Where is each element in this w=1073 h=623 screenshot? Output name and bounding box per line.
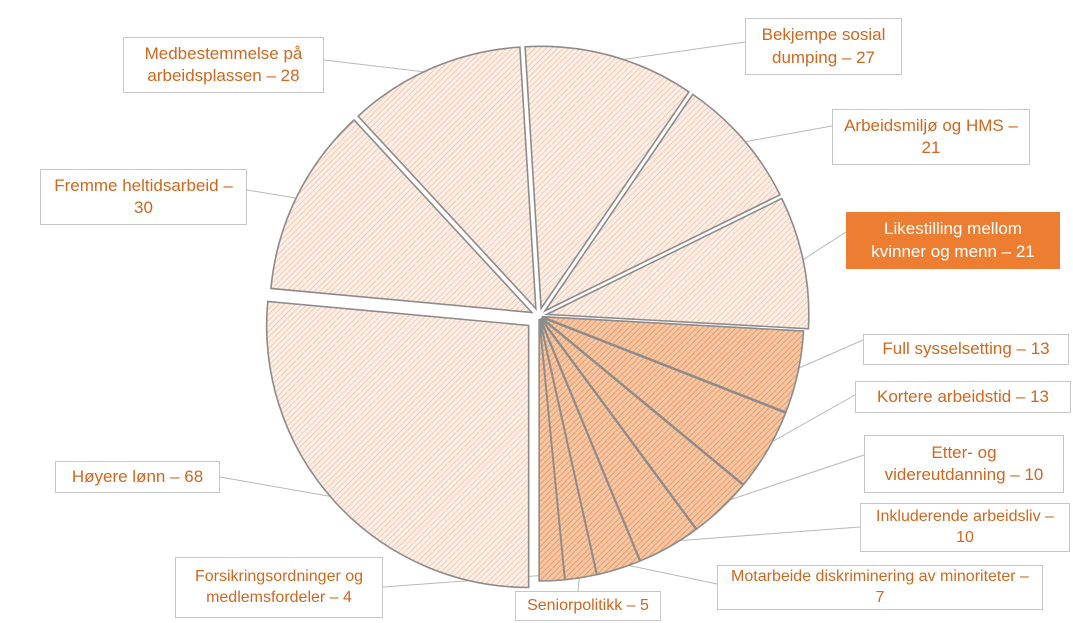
slice-label: Seniorpolitikk – 5 (515, 591, 661, 621)
pie-slices (265, 45, 810, 589)
pie-slice (265, 300, 530, 589)
slice-label: Kortere arbeidstid – 13 (855, 381, 1071, 413)
slice-label: Medbestemmelse på arbeidsplassen – 28 (123, 37, 324, 93)
leader-line (716, 454, 865, 505)
leader-line (246, 189, 303, 200)
pie-slice (541, 316, 787, 486)
slice-label: Høyere lønn – 68 (55, 461, 220, 493)
pie-slice (356, 46, 537, 311)
leader-line (219, 476, 340, 499)
slice-label: Likestilling mellom kvinner og menn – 21 (846, 212, 1060, 269)
slice-label: Forsikringsordninger og medlemsfordeler … (175, 557, 383, 618)
leader-line (738, 125, 833, 144)
leader-line (761, 394, 856, 448)
slice-label: Arbeidsmiljø og HMS – 21 (832, 109, 1030, 165)
leader-line (791, 339, 864, 372)
pie-slice (541, 315, 805, 414)
pie-slice (270, 118, 534, 314)
pie-slice (524, 45, 690, 311)
pie-slice (542, 93, 782, 313)
leader-line (323, 59, 436, 74)
slice-label: Etter- og videreutdanning – 10 (864, 435, 1064, 493)
leader-line (666, 526, 861, 543)
slice-label: Motarbeide diskriminering av minoriteter… (717, 565, 1043, 610)
leader-line (797, 231, 847, 264)
pie-slice (538, 318, 566, 582)
slice-label: Bekjempe sosial dumping – 27 (745, 18, 902, 75)
leader-line (616, 562, 718, 585)
slice-label: Full sysselsetting – 13 (863, 334, 1069, 365)
slice-label: Fremme heltidsarbeid – 30 (40, 169, 247, 225)
pie-slice (543, 197, 810, 330)
slice-label: Inkluderende arbeidsliv – 10 (860, 503, 1070, 552)
leader-line (609, 41, 746, 62)
